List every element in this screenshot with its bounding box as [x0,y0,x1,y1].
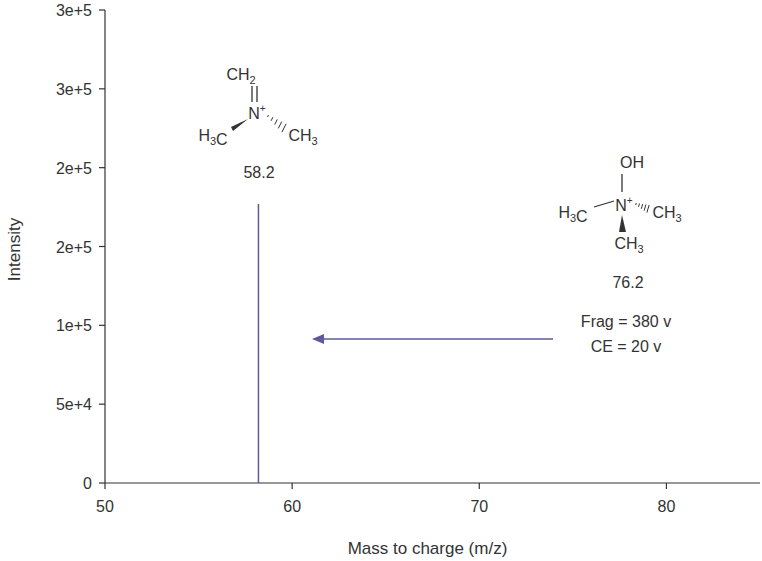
hash-bond [641,204,642,209]
plot-area [258,204,259,483]
y-tick-label: 5e+4 [56,396,92,413]
x-tick-label: 70 [470,498,488,515]
y-tick [99,404,105,405]
atom-label: CH3 [652,204,681,224]
x-axis-label: Mass to charge (m/z) [348,539,508,558]
bond [621,174,622,192]
x-axis [105,482,760,483]
hash-bond [638,204,639,207]
y-tick [99,325,105,326]
peak-label: 58.2 [243,164,274,181]
wedge-bond [619,215,626,232]
hash-bond [282,124,286,132]
hash-bond [275,119,278,124]
y-tick-label: 3e+5 [56,81,92,98]
atom-label: CH3 [614,235,643,255]
frag-label: Frag = 380 v [581,313,671,330]
atom-label: OH [620,154,644,171]
bond [256,86,257,102]
wedge-bond [231,119,248,131]
y-tick [99,167,105,168]
x-tick-label: 60 [283,498,301,515]
x-tick-label: 50 [96,498,114,515]
y-tick [99,88,105,89]
x-tick [666,483,667,489]
y-tick [99,246,105,247]
y-tick-label: 0 [83,475,92,492]
atom-label: CH2 [226,66,255,86]
hash-bond [647,205,649,213]
x-tick [292,483,293,489]
precursor-label: 76.2 [612,274,643,291]
y-tick-label: 3e+5 [56,2,92,19]
ce-label: CE = 20 v [591,338,662,355]
hash-bond [271,117,273,121]
y-tick [99,9,105,10]
x-tick [104,483,105,489]
atom-label: N+ [248,103,266,122]
x-tick [479,483,480,489]
hash-bond [268,115,269,117]
y-axis-label: Intensity [5,217,24,281]
arrow-head [312,334,324,344]
hash-bond [635,203,637,205]
atom-label: N+ [615,195,633,214]
hash-bond [644,205,646,211]
hash-bond [278,122,281,129]
atom-label: CH3 [288,127,317,147]
atom-label: H3C [198,127,227,148]
bond [251,86,252,102]
y-tick-label: 1e+5 [56,317,92,334]
atom-label: H3C [558,204,587,225]
bond [594,201,614,207]
x-tick-label: 80 [658,498,676,515]
y-tick-label: 2e+5 [56,239,92,256]
arrow-line [320,338,553,340]
y-tick [99,482,105,483]
y-tick-label: 2e+5 [56,160,92,177]
peak [258,204,260,483]
